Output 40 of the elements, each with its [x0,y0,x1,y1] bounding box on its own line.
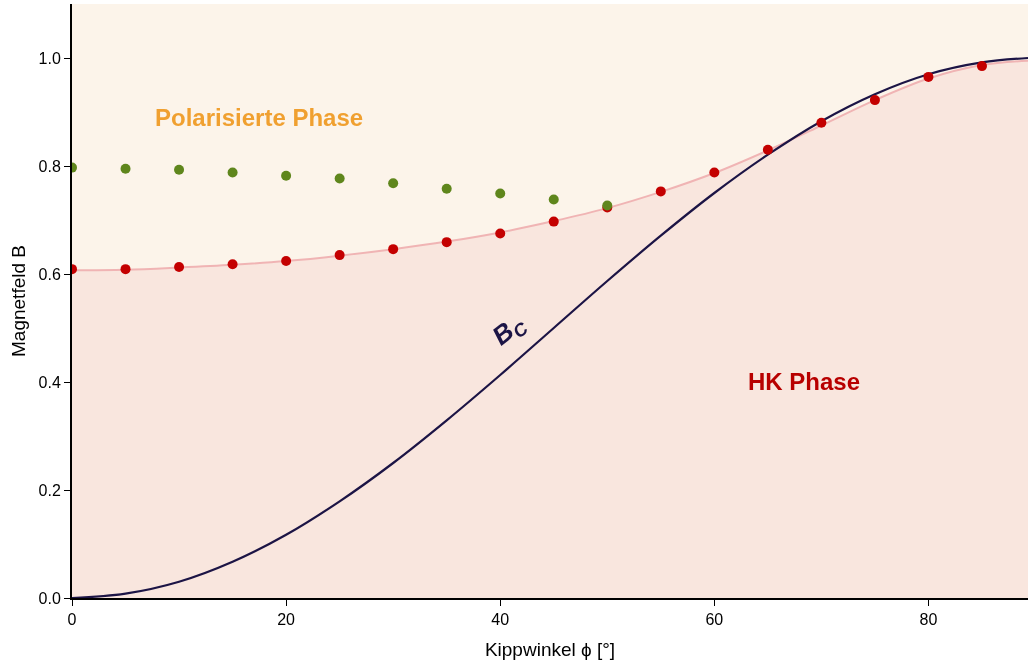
point [174,164,185,175]
y-tick-label: 0.6 [38,265,61,283]
x-tick-label: 80 [919,611,938,629]
point [120,163,131,174]
point [548,194,559,205]
y-tick-label: 0.4 [38,373,61,391]
point [227,167,238,178]
point [334,173,345,184]
point [441,237,452,248]
point [281,256,292,267]
y-tick-label: 0.2 [38,481,61,499]
point [388,244,399,255]
x-tick-label: 0 [67,611,77,629]
point [388,178,399,189]
x-tick-label: 60 [705,611,724,629]
point [227,259,238,270]
point [495,188,506,199]
point [495,228,506,239]
point [441,183,452,194]
x-tick-label: 20 [277,611,296,629]
point [709,167,720,178]
point [816,117,827,128]
y-tick-label: 0.8 [38,157,61,175]
point [120,264,131,275]
annotation: Polarisierte Phase [155,104,364,131]
y-tick-label: 1.0 [38,49,61,67]
point [976,61,987,72]
x-axis-title: Kippwinkel ϕ [°] [484,638,616,660]
point [174,261,185,272]
point [655,186,666,197]
y-tick-label: 0.0 [38,589,61,607]
point [923,71,934,82]
point [548,216,559,227]
point [334,250,345,261]
annotation: HK Phase [748,368,861,395]
x-tick-label: 40 [491,611,510,629]
y-axis-title: Magnetfeld B [7,245,29,357]
point [869,95,880,106]
point [762,144,773,155]
point [281,170,292,181]
